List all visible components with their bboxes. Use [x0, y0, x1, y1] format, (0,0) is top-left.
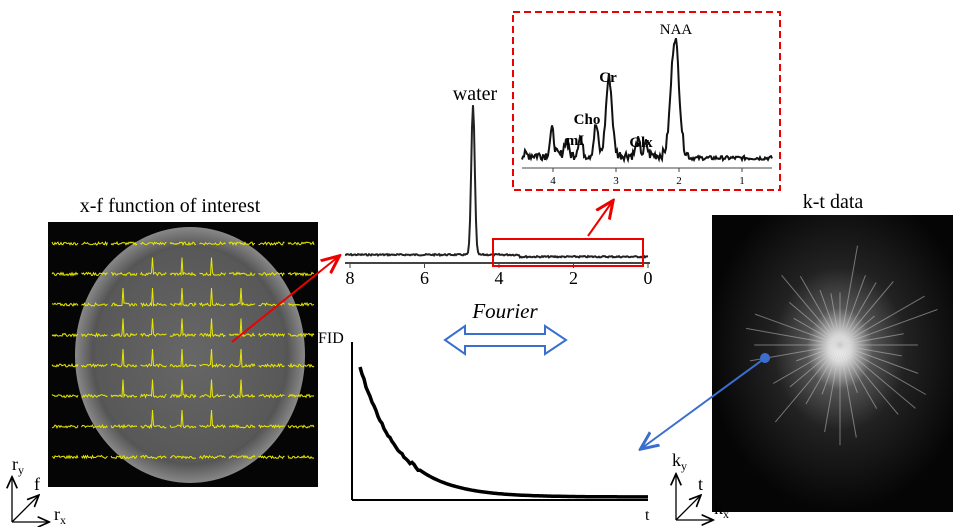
peak-name: NAA: [660, 22, 693, 38]
fid-x-label: t: [645, 507, 650, 524]
tick-label: 8: [346, 268, 355, 288]
axis-label: f: [34, 474, 40, 494]
peak-name: Cr: [599, 70, 617, 86]
peak-name: Cho: [574, 112, 601, 128]
axis-label: ky: [672, 450, 687, 473]
tick-label: 4: [550, 175, 556, 187]
tick-label: 2: [676, 175, 682, 187]
tick-label: 4: [495, 268, 504, 288]
transform-label: Fourier: [471, 299, 538, 323]
kspace-image: [712, 215, 953, 512]
left-axes: [12, 478, 48, 522]
tick-label: 2: [569, 268, 578, 288]
right-axes: [676, 475, 712, 520]
inset-box: [513, 12, 780, 190]
peak-name: mI: [566, 133, 584, 149]
axis-label: ry: [12, 454, 24, 477]
fid-curve: [360, 367, 648, 497]
axis-label: rx: [54, 504, 66, 527]
tick-label: 6: [420, 268, 429, 288]
fid-label: FID: [318, 330, 344, 347]
zoom-box: [493, 239, 643, 266]
tick-label: 3: [613, 175, 619, 187]
left-title: x-f function of interest: [80, 195, 261, 217]
tick-label: 1: [739, 175, 745, 187]
double-arrow: [445, 326, 566, 354]
zoom-arrow: [588, 202, 612, 236]
peak-name: Glx: [629, 135, 653, 151]
peak-label: water: [453, 83, 498, 105]
tick-label: 0: [644, 268, 653, 288]
axis-label: t: [698, 474, 703, 494]
figure: x-f function of interest ry f rx water 8…: [0, 0, 955, 527]
right-title: k-t data: [803, 191, 864, 213]
